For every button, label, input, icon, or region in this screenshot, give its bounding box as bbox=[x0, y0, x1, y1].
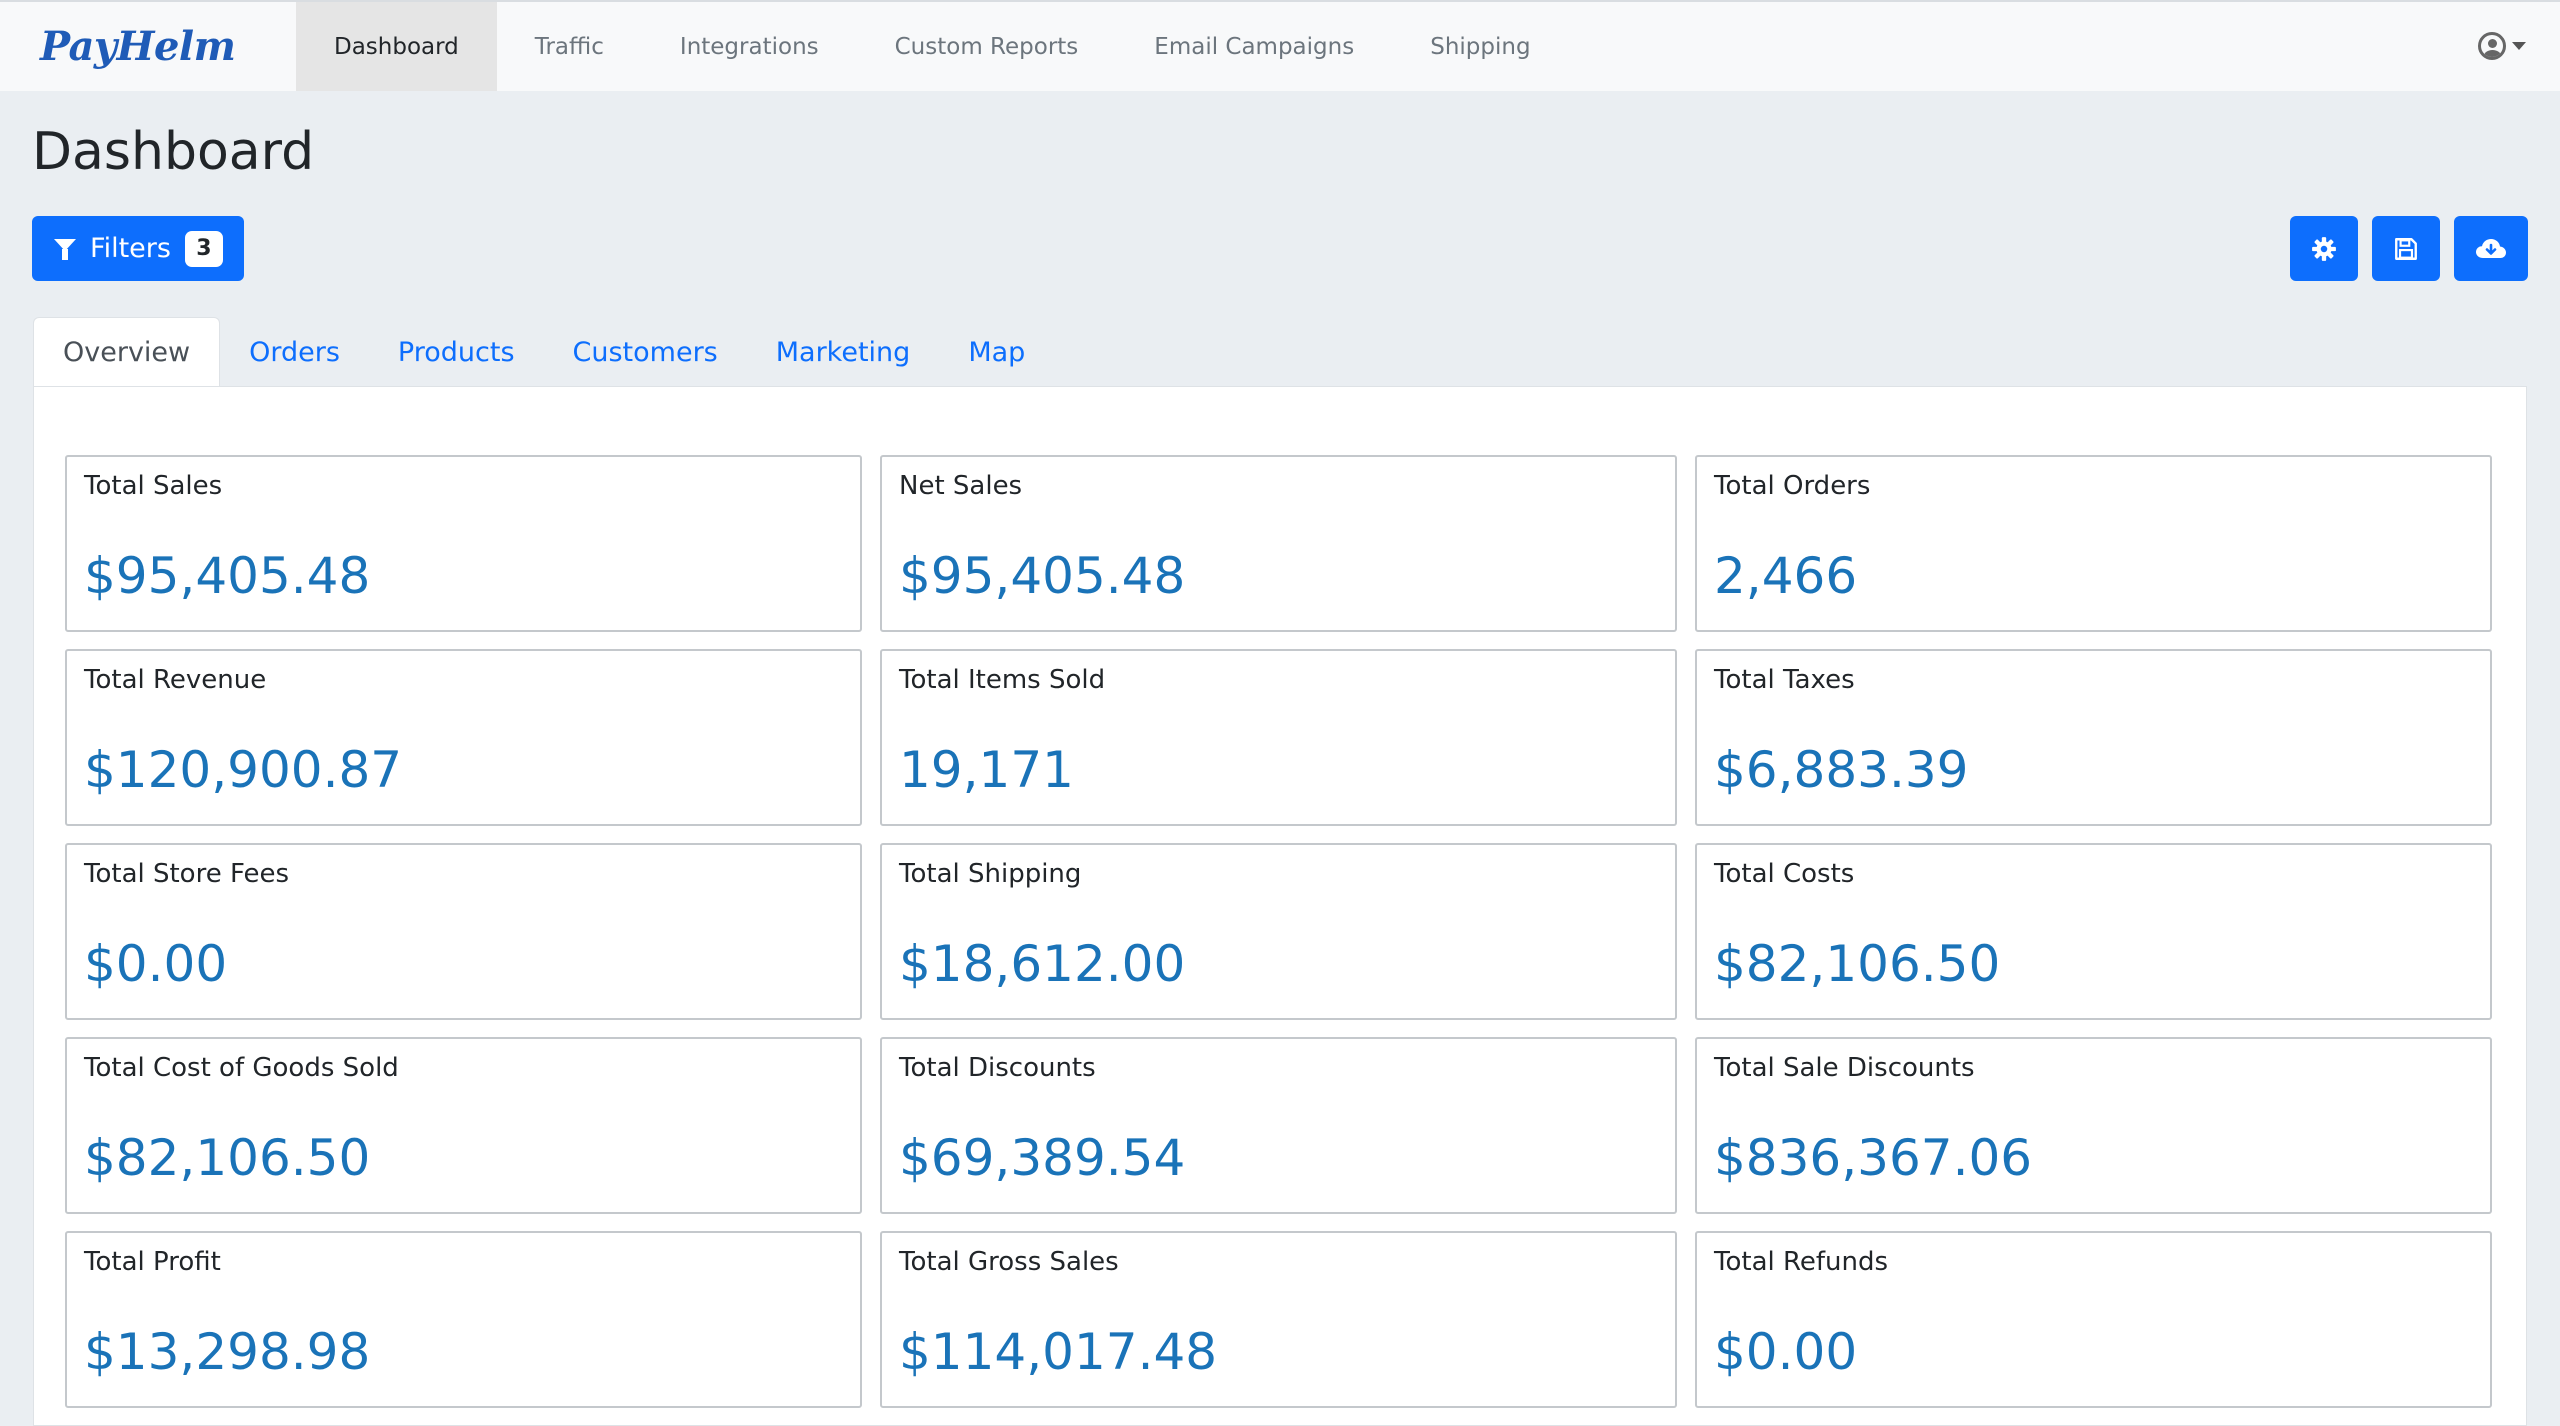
user-menu[interactable] bbox=[2478, 32, 2526, 60]
metric-card-total-profit: Total Profit $13,298.98 bbox=[65, 1231, 862, 1408]
metric-label: Total Costs bbox=[1714, 859, 1855, 889]
metric-card-total-refunds: Total Refunds $0.00 bbox=[1695, 1231, 2492, 1408]
metric-card-net-sales: Net Sales $95,405.48 bbox=[880, 455, 1677, 632]
metric-value: $6,883.39 bbox=[1714, 741, 1969, 799]
metric-label: Total Cost of Goods Sold bbox=[84, 1053, 399, 1083]
metric-value: $82,106.50 bbox=[1714, 935, 2001, 993]
metric-label: Total Items Sold bbox=[899, 665, 1106, 695]
metric-card-total-sale-discounts: Total Sale Discounts $836,367.06 bbox=[1695, 1037, 2492, 1214]
metric-card-total-costs: Total Costs $82,106.50 bbox=[1695, 843, 2492, 1020]
cloud-download-icon bbox=[2476, 238, 2506, 258]
tab-orders[interactable]: Orders bbox=[249, 336, 340, 368]
metric-card-total-store-fees: Total Store Fees $0.00 bbox=[65, 843, 862, 1020]
metric-card-total-taxes: Total Taxes $6,883.39 bbox=[1695, 649, 2492, 826]
metric-label: Total Gross Sales bbox=[899, 1247, 1119, 1277]
metric-label: Total Taxes bbox=[1714, 665, 1855, 695]
metric-value: $95,405.48 bbox=[84, 547, 371, 605]
metric-label: Total Sales bbox=[84, 471, 223, 501]
metric-value: $120,900.87 bbox=[84, 741, 403, 799]
dashboard-tabs: Overview Orders Products Customers Marke… bbox=[33, 317, 1054, 387]
metric-card-total-revenue: Total Revenue $120,900.87 bbox=[65, 649, 862, 826]
metric-card-total-orders: Total Orders 2,466 bbox=[1695, 455, 2492, 632]
tab-products[interactable]: Products bbox=[397, 336, 515, 368]
metric-card-total-sales: Total Sales $95,405.48 bbox=[65, 455, 862, 632]
metric-card-total-gross-sales: Total Gross Sales $114,017.48 bbox=[880, 1231, 1677, 1408]
metric-value: $0.00 bbox=[84, 935, 228, 993]
metric-value: $0.00 bbox=[1714, 1323, 1858, 1381]
metric-value: $18,612.00 bbox=[899, 935, 1186, 993]
filter-icon bbox=[54, 237, 76, 261]
metric-value: $95,405.48 bbox=[899, 547, 1186, 605]
nav-email-campaigns[interactable]: Email Campaigns bbox=[1154, 33, 1355, 60]
metric-label: Total Sale Discounts bbox=[1714, 1053, 1975, 1083]
download-button[interactable] bbox=[2454, 216, 2528, 281]
filters-count-badge: 3 bbox=[184, 230, 223, 267]
user-circle-icon bbox=[2478, 32, 2506, 60]
metric-label: Total Revenue bbox=[84, 665, 267, 695]
metric-label: Total Refunds bbox=[1714, 1247, 1889, 1277]
tab-map[interactable]: Map bbox=[968, 336, 1026, 368]
nav-shipping[interactable]: Shipping bbox=[1430, 33, 1531, 60]
metric-label: Total Shipping bbox=[899, 859, 1082, 889]
tab-overview[interactable]: Overview bbox=[33, 317, 221, 387]
metric-label: Total Discounts bbox=[899, 1053, 1096, 1083]
main-nav: Dashboard Traffic Integrations Custom Re… bbox=[296, 2, 1569, 91]
metric-value: $13,298.98 bbox=[84, 1323, 371, 1381]
metric-label: Net Sales bbox=[899, 471, 1023, 501]
metric-label: Total Orders bbox=[1714, 471, 1871, 501]
caret-down-icon bbox=[2512, 42, 2526, 50]
nav-dashboard[interactable]: Dashboard bbox=[296, 2, 497, 91]
tab-customers[interactable]: Customers bbox=[572, 336, 718, 368]
metric-value: $836,367.06 bbox=[1714, 1129, 2033, 1187]
metric-card-total-shipping: Total Shipping $18,612.00 bbox=[880, 843, 1677, 1020]
metric-value: $114,017.48 bbox=[899, 1323, 1218, 1381]
top-navbar: PayHelm Dashboard Traffic Integrations C… bbox=[0, 0, 2560, 91]
metric-value: 19,171 bbox=[899, 741, 1074, 799]
metric-label: Total Store Fees bbox=[84, 859, 290, 889]
save-icon bbox=[2395, 237, 2417, 260]
gear-icon bbox=[2312, 236, 2336, 261]
metric-card-total-discounts: Total Discounts $69,389.54 bbox=[880, 1037, 1677, 1214]
metric-label: Total Profit bbox=[84, 1247, 221, 1277]
tab-marketing[interactable]: Marketing bbox=[775, 336, 911, 368]
brand-logo[interactable]: PayHelm bbox=[40, 23, 236, 70]
filters-label: Filters bbox=[90, 233, 171, 264]
metric-card-total-cogs: Total Cost of Goods Sold $82,106.50 bbox=[65, 1037, 862, 1214]
page-title: Dashboard bbox=[32, 122, 315, 182]
nav-custom-reports[interactable]: Custom Reports bbox=[894, 33, 1079, 60]
filters-button[interactable]: Filters 3 bbox=[32, 216, 244, 281]
nav-traffic[interactable]: Traffic bbox=[534, 33, 604, 60]
metric-value: 2,466 bbox=[1714, 547, 1858, 605]
metric-value: $69,389.54 bbox=[899, 1129, 1186, 1187]
save-button[interactable] bbox=[2372, 216, 2440, 281]
metric-card-total-items-sold: Total Items Sold 19,171 bbox=[880, 649, 1677, 826]
settings-button[interactable] bbox=[2290, 216, 2358, 281]
nav-integrations[interactable]: Integrations bbox=[679, 33, 819, 60]
metric-value: $82,106.50 bbox=[84, 1129, 371, 1187]
metrics-grid: Total Sales $95,405.48 Net Sales $95,405… bbox=[65, 455, 2495, 1408]
